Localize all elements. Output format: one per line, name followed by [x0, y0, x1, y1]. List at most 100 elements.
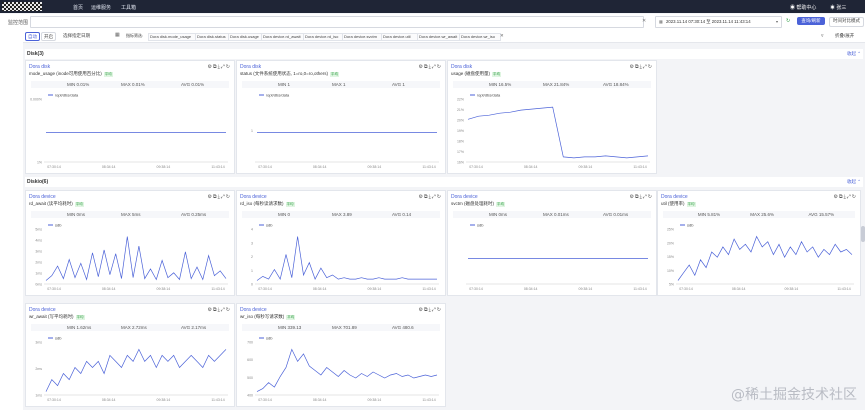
legend-label[interactable]: sdb: [266, 223, 273, 228]
metric-tag[interactable]: Dora disk.mode_usage: [148, 33, 196, 41]
metric-tag[interactable]: Dora disk.status: [195, 33, 230, 41]
panel-title[interactable]: Dora disk: [29, 64, 51, 70]
collapse-expand-toggle[interactable]: 折叠/展开: [835, 33, 855, 38]
copy-icon[interactable]: ⧉: [212, 194, 218, 200]
tab-on[interactable]: 开启: [41, 32, 56, 41]
metric-tag[interactable]: Dora disk.usage: [228, 33, 263, 41]
user-menu[interactable]: ☀ 张三: [830, 5, 847, 11]
fullscreen-icon[interactable]: ⤢: [431, 307, 437, 313]
fullscreen-icon[interactable]: ⤢: [431, 64, 437, 70]
metric-tag[interactable]: Dora device.rd_await: [261, 33, 305, 41]
panel-title[interactable]: Dora disk: [240, 64, 262, 70]
settings-icon[interactable]: ⚙: [207, 64, 213, 70]
series-line[interactable]: [467, 106, 649, 159]
collapse-toggle[interactable]: 收起 ⌃: [846, 179, 861, 184]
panel-title[interactable]: Dora device: [240, 307, 267, 313]
filter-icon[interactable]: ▿: [821, 33, 824, 39]
panel-title[interactable]: Dora disk: [451, 64, 473, 70]
refresh-icon[interactable]: ↻: [436, 64, 442, 70]
download-icon[interactable]: ⤓: [639, 194, 643, 200]
copy-icon[interactable]: ⧉: [423, 64, 429, 70]
fullscreen-icon[interactable]: ⤢: [642, 64, 648, 70]
settings-icon[interactable]: ⚙: [418, 307, 424, 313]
download-icon[interactable]: ⤓: [428, 64, 432, 70]
legend-label[interactable]: sdb: [266, 336, 273, 341]
fullscreen-icon[interactable]: ⤢: [431, 194, 437, 200]
copy-icon[interactable]: ⧉: [838, 194, 844, 200]
settings-icon[interactable]: ⚙: [207, 307, 213, 313]
query-refresh-button[interactable]: 查询/刷新: [797, 17, 825, 25]
panel-title[interactable]: Dora device: [240, 194, 267, 200]
settings-icon[interactable]: ⚙: [629, 64, 635, 70]
settings-icon[interactable]: ⚙: [418, 64, 424, 70]
fullscreen-icon[interactable]: ⤢: [220, 64, 226, 70]
help-center-link[interactable]: ◉ 帮助中心: [790, 5, 817, 11]
refresh-icon[interactable]: ↻: [851, 194, 857, 200]
legend-label[interactable]: /opt/dbs/data: [55, 93, 79, 98]
series-line[interactable]: [45, 348, 227, 392]
legend-label[interactable]: sdb: [687, 223, 694, 228]
panel-title[interactable]: Dora device: [29, 307, 56, 313]
fullscreen-icon[interactable]: ⤢: [220, 307, 226, 313]
series-line[interactable]: [256, 348, 438, 392]
download-icon[interactable]: ⤓: [428, 194, 432, 200]
scrollbar[interactable]: [861, 226, 865, 242]
metric-tag[interactable]: Dora device.svctm: [342, 33, 383, 41]
time-range-picker[interactable]: ▦ 2023.11.14 07:30:14 至 2023.11.14 11:43…: [655, 16, 782, 28]
fullscreen-icon[interactable]: ⤢: [220, 194, 226, 200]
x-tick-label: 09:38:14: [579, 165, 593, 169]
copy-icon[interactable]: ⧉: [212, 64, 218, 70]
panel-title[interactable]: Dora device: [661, 194, 688, 200]
panel-title[interactable]: Dora device: [29, 194, 56, 200]
refresh-icon[interactable]: ↻: [436, 307, 442, 313]
calendar-icon[interactable]: ▦: [115, 32, 120, 38]
fullscreen-icon[interactable]: ⤢: [846, 194, 852, 200]
collapse-toggle[interactable]: 收起 ⌃: [846, 51, 861, 56]
scope-selector[interactable]: [30, 16, 644, 28]
refresh-icon[interactable]: ↻: [225, 194, 231, 200]
legend-label[interactable]: sdb: [477, 223, 484, 228]
refresh-icon[interactable]: ↻: [225, 64, 231, 70]
download-icon[interactable]: ⤓: [428, 307, 432, 313]
panel-title[interactable]: Dora device: [451, 194, 478, 200]
clear-icon[interactable]: ✕: [642, 18, 647, 24]
metric-tag[interactable]: Dora device.wr_iso: [459, 33, 501, 41]
download-icon[interactable]: ⤓: [217, 307, 221, 313]
legend-label[interactable]: sdb: [55, 336, 62, 341]
nav-home[interactable]: 首页: [73, 5, 84, 11]
series-line[interactable]: [45, 236, 227, 281]
download-icon[interactable]: ⤓: [217, 194, 221, 200]
copy-icon[interactable]: ⧉: [423, 307, 429, 313]
settings-icon[interactable]: ⚙: [833, 194, 839, 200]
time-compare-button[interactable]: 时间对比模式: [829, 17, 864, 27]
copy-icon[interactable]: ⧉: [634, 64, 640, 70]
legend-label[interactable]: sdb: [55, 223, 62, 228]
refresh-icon[interactable]: ↻: [647, 64, 653, 70]
refresh-icon[interactable]: ↻: [436, 194, 442, 200]
copy-icon[interactable]: ⧉: [634, 194, 640, 200]
settings-icon[interactable]: ⚙: [629, 194, 635, 200]
metric-tag[interactable]: Dora device.rd_iso: [303, 33, 344, 41]
download-icon[interactable]: ⤓: [217, 64, 221, 70]
refresh-icon[interactable]: ↻: [647, 194, 653, 200]
legend-label[interactable]: /opt/dbs/data: [477, 93, 501, 98]
legend-label[interactable]: /opt/dbs/data: [266, 93, 290, 98]
settings-icon[interactable]: ⚙: [418, 194, 424, 200]
close-icon[interactable]: ✕: [500, 33, 504, 38]
metric-tag[interactable]: Dora device.util: [381, 33, 419, 41]
nav-ops-service[interactable]: 运维服务: [91, 5, 112, 11]
download-icon[interactable]: ⤓: [843, 194, 847, 200]
nav-toolbox[interactable]: 工具箱: [121, 5, 137, 11]
refresh-icon[interactable]: ↻: [225, 307, 231, 313]
copy-icon[interactable]: ⧉: [212, 307, 218, 313]
series-line[interactable]: [256, 236, 437, 281]
tab-auto[interactable]: 自动: [25, 32, 40, 41]
metric-tag[interactable]: Dora device.wr_await: [417, 33, 461, 41]
refresh-icon[interactable]: ↻: [786, 18, 791, 24]
series-line[interactable]: [677, 235, 853, 281]
copy-icon[interactable]: ⧉: [423, 194, 429, 200]
panel-toolbar: ⚙⧉⤓⤢↻: [419, 64, 443, 70]
fullscreen-icon[interactable]: ⤢: [642, 194, 648, 200]
settings-icon[interactable]: ⚙: [207, 194, 213, 200]
download-icon[interactable]: ⤓: [639, 64, 643, 70]
